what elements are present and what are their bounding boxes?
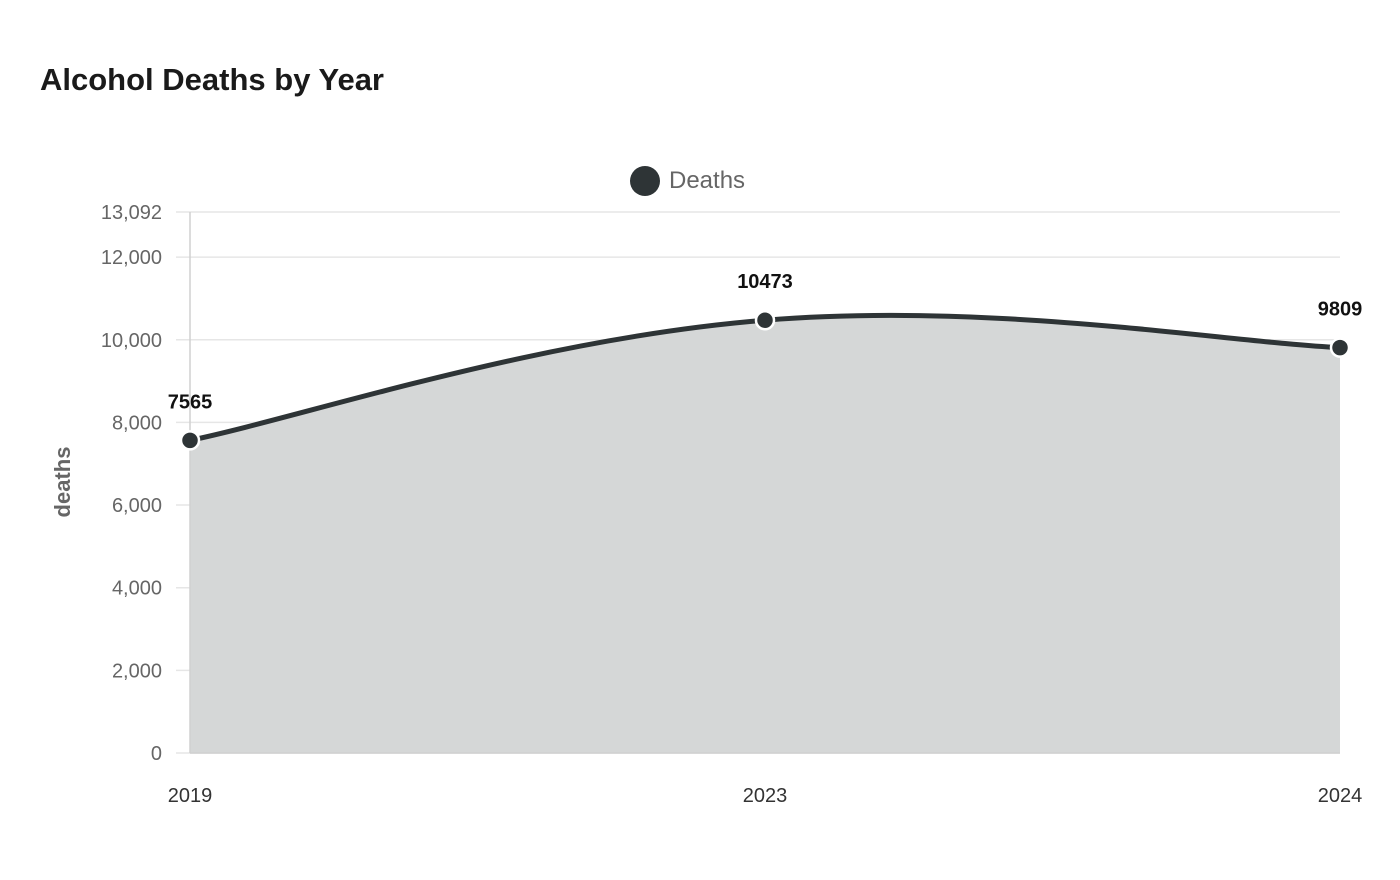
x-axis-ticks: 2019 2023 2024: [168, 785, 1363, 807]
data-label: 10473: [737, 271, 793, 293]
y-axis-label: deaths: [50, 447, 75, 518]
data-label: 7565: [168, 391, 213, 413]
data-point[interactable]: [179, 430, 201, 451]
y-tick-label: 4,000: [112, 578, 162, 600]
x-tick-label: 2023: [743, 785, 788, 807]
data-labels: 7565 10473 9809: [168, 271, 1363, 413]
data-label: 9809: [1318, 299, 1363, 321]
x-tick-label: 2019: [168, 785, 213, 807]
y-tick-label: 10,000: [101, 330, 162, 352]
legend[interactable]: Deaths: [630, 166, 745, 196]
y-tick-label: 0: [151, 743, 162, 765]
legend-label: Deaths: [669, 167, 745, 194]
y-tick-label: 8,000: [112, 412, 162, 434]
y-tick-label: 13,092: [101, 202, 162, 224]
x-tick-label: 2024: [1318, 785, 1363, 807]
data-point[interactable]: [754, 309, 776, 331]
data-point[interactable]: [1329, 337, 1351, 358]
y-tick-label: 2,000: [112, 660, 162, 682]
y-axis-ticks: 0 2,000 4,000 6,000 8,000 10,000 12,000 13,092: [101, 202, 162, 765]
area-fill: [190, 315, 1340, 753]
y-tick-label: 12,000: [101, 247, 162, 269]
legend-marker: [630, 166, 660, 196]
y-tick-label: 6,000: [112, 495, 162, 517]
chart-title: Alcohol Deaths by Year: [40, 62, 384, 97]
data-points: [179, 309, 1351, 451]
